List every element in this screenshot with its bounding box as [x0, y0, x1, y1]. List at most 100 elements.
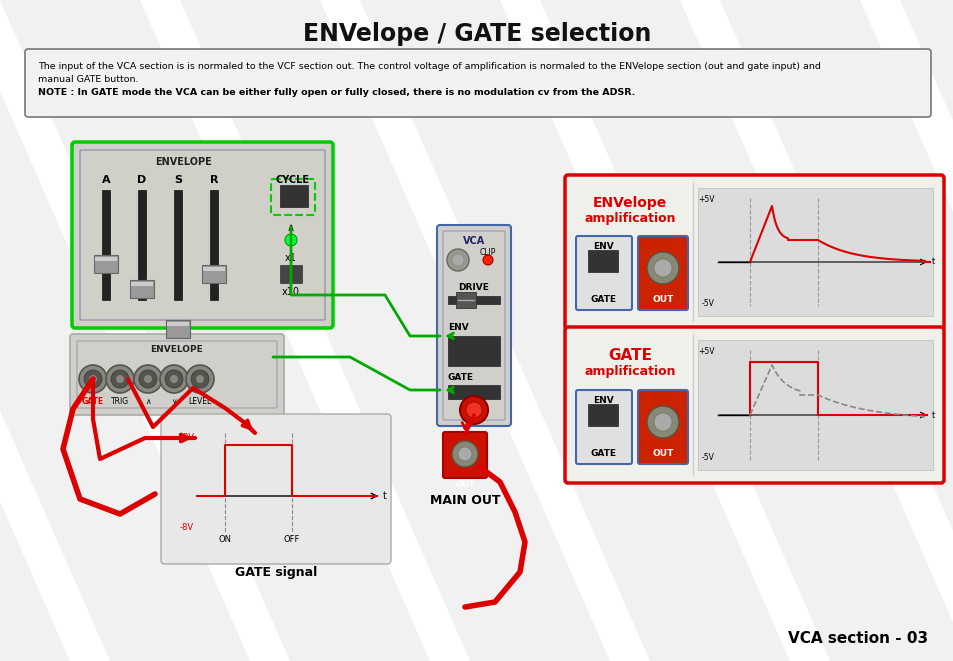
Text: x1: x1	[285, 253, 296, 263]
FancyBboxPatch shape	[271, 179, 314, 215]
Text: amplification: amplification	[583, 212, 675, 225]
Text: LEVEL: LEVEL	[188, 397, 212, 406]
Polygon shape	[0, 0, 430, 661]
Text: manual GATE button.: manual GATE button.	[38, 75, 138, 84]
Text: ENVelope / GATE selection: ENVelope / GATE selection	[302, 22, 651, 46]
Text: ENV: ENV	[593, 242, 614, 251]
Circle shape	[116, 375, 124, 383]
Text: DRIVE: DRIVE	[458, 283, 489, 292]
Text: amplification: amplification	[583, 365, 675, 378]
Text: OUT: OUT	[652, 449, 673, 458]
Circle shape	[646, 252, 679, 284]
Text: ENV: ENV	[448, 323, 468, 332]
Polygon shape	[899, 0, 953, 661]
Bar	[587, 404, 618, 426]
Circle shape	[165, 370, 183, 388]
Text: GATE: GATE	[590, 449, 617, 458]
Circle shape	[186, 365, 213, 393]
Circle shape	[106, 365, 133, 393]
Polygon shape	[0, 0, 250, 661]
Bar	[448, 336, 499, 366]
Text: NOTE : In GATE mode the VCA can be either fully open or fully closed, there is n: NOTE : In GATE mode the VCA can be eithe…	[38, 88, 635, 97]
Bar	[698, 340, 932, 470]
Bar	[94, 255, 118, 273]
FancyBboxPatch shape	[25, 49, 930, 117]
Bar	[138, 190, 146, 300]
Circle shape	[465, 402, 481, 418]
Bar	[202, 265, 226, 283]
FancyBboxPatch shape	[161, 414, 391, 564]
Polygon shape	[180, 0, 609, 661]
Circle shape	[452, 441, 477, 467]
Circle shape	[133, 365, 162, 393]
Circle shape	[139, 370, 157, 388]
Circle shape	[459, 396, 488, 424]
Bar	[698, 188, 932, 316]
Circle shape	[654, 413, 671, 431]
Text: GATE: GATE	[82, 397, 104, 406]
Bar	[448, 385, 499, 399]
Bar	[173, 190, 182, 300]
Text: D: D	[137, 175, 147, 185]
Polygon shape	[539, 0, 953, 661]
Bar	[95, 257, 117, 261]
Text: ENVELOPE: ENVELOPE	[151, 345, 203, 354]
Text: CLIP: CLIP	[479, 248, 496, 257]
Text: GATE: GATE	[448, 373, 474, 382]
Circle shape	[195, 375, 204, 383]
Text: MAIN OUT: MAIN OUT	[429, 494, 499, 507]
Text: t: t	[931, 410, 934, 420]
Text: R: R	[210, 175, 218, 185]
Text: GATE signal: GATE signal	[234, 566, 316, 579]
Text: TRIG: TRIG	[111, 397, 129, 406]
Circle shape	[191, 370, 209, 388]
FancyBboxPatch shape	[564, 175, 943, 329]
Circle shape	[447, 249, 469, 271]
FancyBboxPatch shape	[576, 236, 631, 310]
Text: A: A	[102, 175, 111, 185]
Circle shape	[654, 259, 671, 277]
FancyBboxPatch shape	[70, 334, 284, 415]
Circle shape	[84, 370, 102, 388]
Text: +5V: +5V	[698, 196, 714, 204]
Text: -5V: -5V	[701, 299, 714, 309]
Text: -8V: -8V	[180, 522, 193, 531]
Bar	[130, 280, 153, 298]
Circle shape	[452, 254, 463, 266]
Bar	[203, 267, 225, 271]
Circle shape	[79, 365, 107, 393]
Text: t: t	[382, 491, 387, 501]
Text: ENV: ENV	[593, 396, 614, 405]
FancyBboxPatch shape	[442, 432, 486, 478]
Circle shape	[457, 447, 472, 461]
Circle shape	[144, 375, 152, 383]
Bar	[587, 250, 618, 272]
Text: CYCLE: CYCLE	[275, 175, 310, 185]
Polygon shape	[0, 0, 70, 661]
Circle shape	[89, 375, 97, 383]
Bar	[167, 322, 189, 326]
Text: ON: ON	[218, 535, 232, 544]
Bar	[131, 282, 152, 286]
FancyBboxPatch shape	[71, 142, 333, 328]
Circle shape	[285, 234, 296, 246]
Bar	[166, 320, 190, 338]
Text: ∨: ∨	[171, 397, 176, 406]
Circle shape	[646, 406, 679, 438]
Polygon shape	[359, 0, 789, 661]
Text: x10: x10	[282, 287, 299, 297]
Circle shape	[170, 375, 178, 383]
Text: OFF: OFF	[283, 535, 300, 544]
Circle shape	[111, 370, 129, 388]
Text: ∧: ∧	[287, 223, 294, 233]
Bar	[210, 190, 218, 300]
Bar	[102, 190, 110, 300]
Text: ENVELOPE: ENVELOPE	[155, 157, 213, 167]
FancyBboxPatch shape	[564, 327, 943, 483]
Bar	[280, 185, 308, 207]
Bar	[448, 296, 499, 304]
Text: VCA: VCA	[462, 236, 485, 246]
Bar	[280, 265, 302, 283]
Text: GATE: GATE	[607, 348, 651, 363]
FancyBboxPatch shape	[576, 390, 631, 464]
